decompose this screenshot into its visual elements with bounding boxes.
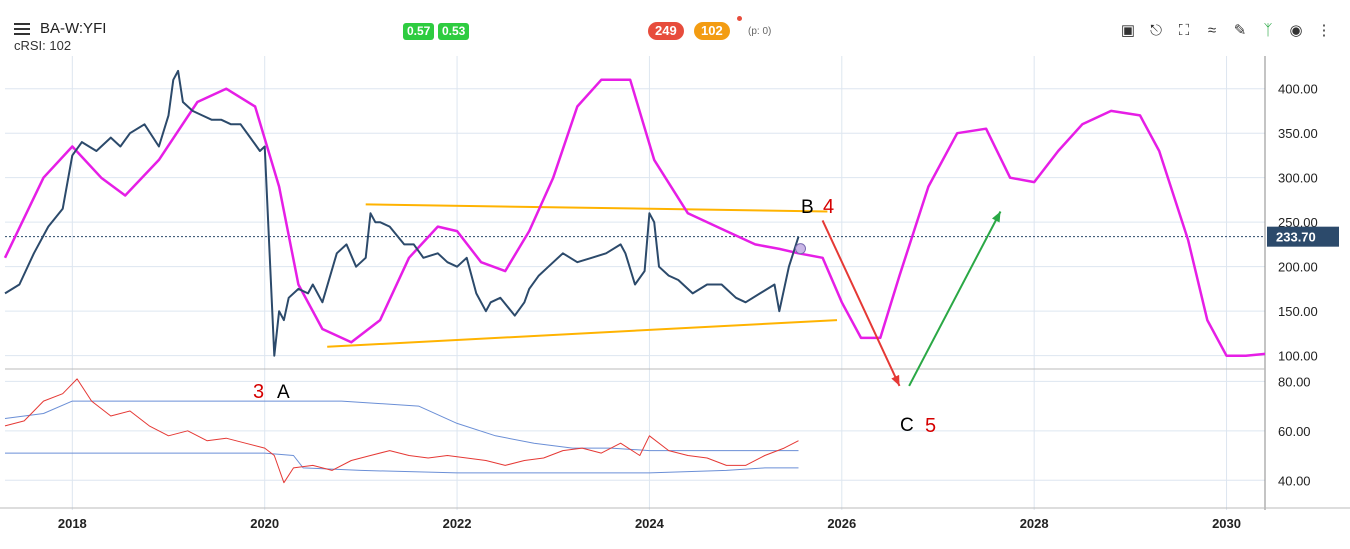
chart-toolbar: ▣ ⎋ ⛶ ≈ ✎ ᛉ ◉ ⋮	[1120, 22, 1332, 42]
price-line	[4, 69, 800, 357]
alert-dot	[737, 16, 742, 21]
pin-icon[interactable]: ⎋	[1150, 22, 1162, 39]
indicator-icon[interactable]: ᛉ	[1263, 22, 1273, 39]
fullscreen-icon[interactable]: ⛶	[1178, 22, 1190, 39]
up-arrow	[908, 211, 1002, 387]
y-tick-label: 200.00	[1278, 260, 1318, 275]
wave-5-label: 5	[925, 415, 936, 437]
gridlines	[5, 56, 1265, 510]
indicator-label: cRSI: 102	[14, 38, 72, 53]
wave-labels: 3 A B 4 C 5	[253, 196, 936, 437]
x-tick-label: 2026	[827, 516, 856, 531]
x-tick-label: 2018	[58, 516, 87, 531]
more-icon[interactable]: ⋮	[1316, 22, 1332, 39]
p-note: (p: 0)	[748, 26, 772, 37]
wave-4-label: 4	[823, 196, 834, 218]
cycle-line	[3, 78, 1266, 357]
eye-icon[interactable]: ◉	[1289, 22, 1303, 39]
rsi-tick-label: 40.00	[1278, 473, 1311, 488]
rsi-upper-band	[4, 400, 799, 452]
last-price-label: 233.70	[1276, 230, 1316, 245]
chart-header: BA-W:YFI cRSI: 102 0.57 0.53 249 102 (p:…	[0, 0, 1350, 56]
rsi-tick-label: 60.00	[1278, 424, 1311, 439]
down-arrow-head	[891, 374, 900, 386]
x-tick-label: 2024	[635, 516, 665, 531]
rsi-lower-band	[5, 452, 799, 474]
rsi-line	[4, 378, 799, 484]
wave-c-label: C	[900, 415, 914, 436]
wave-3-label: 3	[253, 381, 264, 403]
count-red-badge: 249	[648, 22, 684, 40]
channel-top-line	[365, 203, 828, 213]
axes: 2018 2020 2022 2024 2026 2028 2030 400.00 350.00…	[0, 56, 1350, 531]
green-badge-2: 0.53	[438, 23, 470, 40]
x-tick-label: 2022	[443, 516, 472, 531]
up-arrow-head	[992, 211, 1001, 223]
y-tick-label: 350.00	[1278, 126, 1318, 141]
count-orange-badge: 102	[694, 22, 730, 40]
x-tick-label: 2020	[250, 516, 279, 531]
symbol-label[interactable]: BA-W:YFI	[40, 20, 107, 37]
price-marker	[795, 243, 807, 255]
down-arrow	[821, 219, 901, 387]
plot-lines	[3, 69, 1266, 484]
rsi-tick-label: 80.00	[1278, 374, 1311, 389]
save-icon[interactable]: ▣	[1120, 22, 1136, 39]
y-tick-label: 300.00	[1278, 171, 1318, 186]
green-badge-1: 0.57	[403, 23, 435, 40]
wave-a-label: A	[277, 382, 290, 403]
y-tick-label: 100.00	[1278, 349, 1318, 364]
x-tick-label: 2028	[1020, 516, 1049, 531]
wave-b-label: B	[801, 197, 814, 218]
y-tick-label: 400.00	[1278, 82, 1318, 97]
compare-icon[interactable]: ≈	[1207, 22, 1217, 39]
y-tick-label: 150.00	[1278, 304, 1318, 319]
channel-bottom-line	[327, 319, 838, 348]
last-price-tag	[1267, 226, 1339, 247]
draw-icon[interactable]: ✎	[1233, 22, 1247, 39]
x-tick-label: 2030	[1212, 516, 1241, 531]
y-tick-label: 250.00	[1278, 215, 1318, 230]
menu-icon[interactable]	[14, 23, 30, 35]
